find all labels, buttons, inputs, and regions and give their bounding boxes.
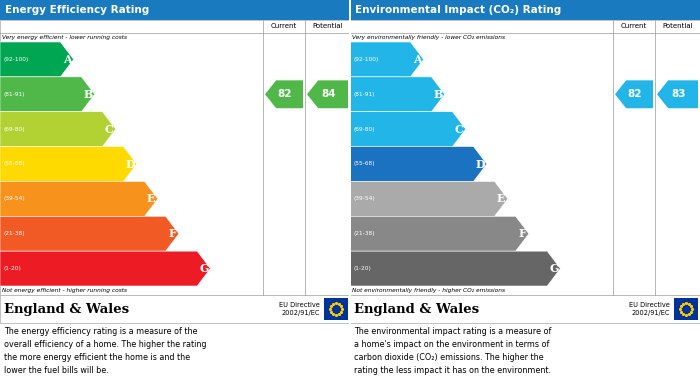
Polygon shape	[0, 251, 211, 286]
Text: (39-54): (39-54)	[353, 196, 375, 201]
Text: B: B	[83, 89, 92, 100]
Bar	[0, 20, 350, 295]
Text: A: A	[63, 54, 71, 65]
Text: Not environmentally friendly - higher CO₂ emissions: Not environmentally friendly - higher CO…	[352, 288, 505, 293]
Text: 84: 84	[321, 89, 336, 99]
Text: Not energy efficient - higher running costs: Not energy efficient - higher running co…	[2, 288, 127, 293]
Text: (1-20): (1-20)	[353, 266, 371, 271]
Text: (39-54): (39-54)	[3, 196, 25, 201]
Text: (1-20): (1-20)	[3, 266, 21, 271]
Text: Very environmentally friendly - lower CO₂ emissions: Very environmentally friendly - lower CO…	[352, 35, 505, 40]
Polygon shape	[0, 77, 94, 112]
Text: 83: 83	[671, 89, 686, 99]
Bar	[350, 295, 700, 323]
Polygon shape	[350, 216, 528, 251]
Polygon shape	[350, 42, 424, 77]
Text: (21-38): (21-38)	[3, 231, 25, 236]
Text: The environmental impact rating is a measure of
a home's impact on the environme: The environmental impact rating is a mea…	[354, 327, 552, 375]
Text: G: G	[199, 263, 209, 274]
Bar	[324, 298, 348, 320]
Bar	[674, 298, 698, 320]
Bar	[0, 0, 350, 20]
Text: The energy efficiency rating is a measure of the
overall efficiency of a home. T: The energy efficiency rating is a measur…	[4, 327, 206, 375]
Text: 82: 82	[628, 89, 643, 99]
Bar	[0, 295, 350, 323]
Text: E: E	[497, 194, 505, 204]
Text: England & Wales: England & Wales	[354, 303, 479, 316]
Bar	[350, 20, 700, 295]
Text: D: D	[475, 158, 485, 170]
Text: C: C	[105, 124, 113, 135]
Polygon shape	[0, 42, 74, 77]
Text: Potential: Potential	[312, 23, 343, 29]
Text: C: C	[455, 124, 463, 135]
Text: Energy Efficiency Rating: Energy Efficiency Rating	[5, 5, 149, 15]
Text: Current: Current	[271, 23, 297, 29]
Text: B: B	[433, 89, 442, 100]
Text: (55-68): (55-68)	[3, 161, 25, 167]
Text: (55-68): (55-68)	[353, 161, 375, 167]
Text: Environmental Impact (CO₂) Rating: Environmental Impact (CO₂) Rating	[355, 5, 561, 15]
Polygon shape	[350, 112, 466, 147]
Text: Very energy efficient - lower running costs: Very energy efficient - lower running co…	[2, 35, 127, 40]
Text: D: D	[125, 158, 135, 170]
Text: Potential: Potential	[662, 23, 693, 29]
Polygon shape	[615, 80, 653, 108]
Polygon shape	[0, 112, 116, 147]
Text: EU Directive
2002/91/EC: EU Directive 2002/91/EC	[629, 302, 670, 316]
Text: England & Wales: England & Wales	[4, 303, 129, 316]
Text: (81-91): (81-91)	[3, 92, 25, 97]
Text: A: A	[413, 54, 421, 65]
Bar	[349, 0, 351, 391]
Text: (69-80): (69-80)	[353, 127, 375, 132]
Text: 82: 82	[278, 89, 293, 99]
Text: (81-91): (81-91)	[353, 92, 375, 97]
Text: (92-100): (92-100)	[353, 57, 379, 62]
Polygon shape	[350, 147, 486, 181]
Polygon shape	[350, 77, 444, 112]
Text: Current: Current	[621, 23, 647, 29]
Text: G: G	[549, 263, 559, 274]
Text: (21-38): (21-38)	[353, 231, 375, 236]
Polygon shape	[350, 251, 561, 286]
Bar	[350, 0, 700, 20]
Text: (92-100): (92-100)	[3, 57, 29, 62]
Polygon shape	[307, 80, 348, 108]
Text: EU Directive
2002/91/EC: EU Directive 2002/91/EC	[279, 302, 320, 316]
Polygon shape	[0, 181, 158, 216]
Text: F: F	[168, 228, 176, 239]
Polygon shape	[657, 80, 698, 108]
Text: F: F	[518, 228, 526, 239]
Text: E: E	[147, 194, 155, 204]
Polygon shape	[265, 80, 303, 108]
Text: (69-80): (69-80)	[3, 127, 25, 132]
Polygon shape	[350, 181, 508, 216]
Polygon shape	[0, 147, 136, 181]
Polygon shape	[0, 216, 178, 251]
